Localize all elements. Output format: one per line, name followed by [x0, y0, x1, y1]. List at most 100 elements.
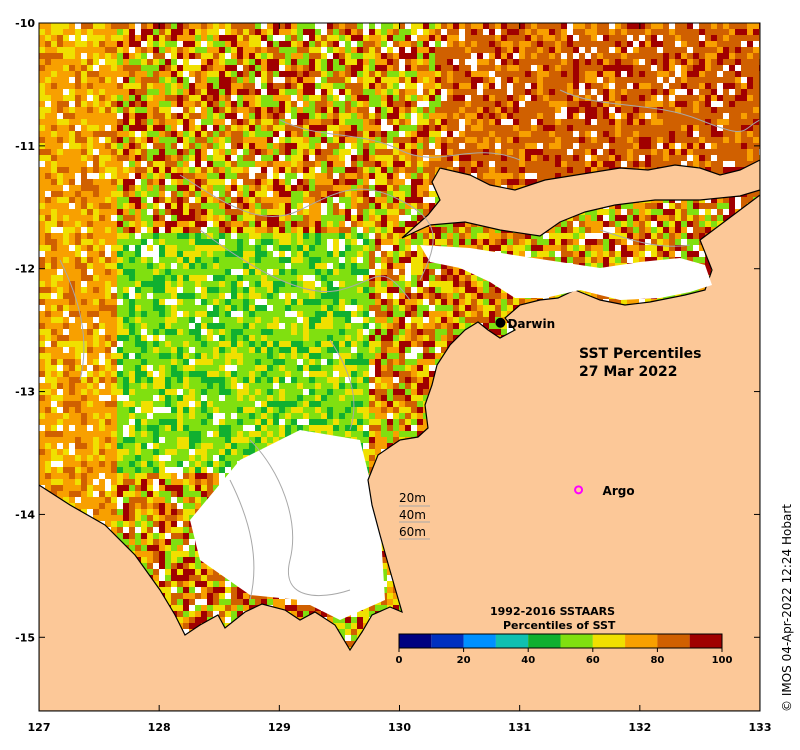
sst-cell: [243, 221, 249, 227]
sst-cell: [201, 257, 207, 263]
sst-cell: [447, 149, 453, 155]
sst-cell: [81, 179, 87, 185]
sst-cell: [57, 143, 63, 149]
sst-cell: [735, 143, 741, 149]
sst-cell: [147, 47, 153, 53]
sst-cell: [117, 275, 123, 281]
sst-cell: [279, 257, 285, 263]
sst-cell: [591, 215, 597, 221]
sst-cell: [243, 173, 249, 179]
sst-cell: [711, 23, 717, 29]
sst-cell: [297, 161, 303, 167]
sst-cell: [639, 203, 645, 209]
sst-cell: [705, 107, 711, 113]
sst-cell: [231, 35, 237, 41]
sst-cell: [237, 137, 243, 143]
sst-cell: [399, 41, 405, 47]
sst-cell: [315, 107, 321, 113]
sst-cell: [105, 143, 111, 149]
sst-cell: [39, 209, 45, 215]
sst-cell: [633, 125, 639, 131]
sst-cell: [99, 29, 105, 35]
sst-cell: [117, 47, 123, 53]
sst-cell: [345, 203, 351, 209]
sst-cell: [711, 65, 717, 71]
sst-cell: [525, 131, 531, 137]
sst-cell: [561, 143, 567, 149]
sst-cell: [393, 107, 399, 113]
sst-cell: [441, 161, 447, 167]
sst-cell: [603, 65, 609, 71]
sst-cell: [591, 257, 597, 263]
sst-cell: [375, 95, 381, 101]
sst-cell: [447, 107, 453, 113]
sst-cell: [219, 161, 225, 167]
sst-cell: [579, 245, 585, 251]
sst-cell: [333, 227, 339, 233]
sst-cell: [105, 29, 111, 35]
sst-cell: [633, 155, 639, 161]
sst-cell: [609, 125, 615, 131]
sst-cell: [279, 161, 285, 167]
sst-cell: [189, 149, 195, 155]
sst-cell: [699, 113, 705, 119]
sst-cell: [435, 143, 441, 149]
sst-cell: [39, 89, 45, 95]
sst-cell: [681, 71, 687, 77]
sst-cell: [615, 107, 621, 113]
sst-cell: [315, 191, 321, 197]
sst-cell: [93, 89, 99, 95]
sst-cell: [735, 149, 741, 155]
sst-cell: [267, 185, 273, 191]
sst-cell: [591, 125, 597, 131]
sst-cell: [315, 215, 321, 221]
sst-cell: [231, 257, 237, 263]
sst-cell: [177, 161, 183, 167]
sst-cell: [375, 215, 381, 221]
sst-cell: [675, 221, 681, 227]
sst-cell: [63, 71, 69, 77]
sst-cell: [603, 47, 609, 53]
sst-cell: [537, 119, 543, 125]
sst-cell: [327, 257, 333, 263]
sst-cell: [387, 77, 393, 83]
sst-cell: [123, 239, 129, 245]
sst-cell: [513, 95, 519, 101]
sst-cell: [645, 107, 651, 113]
sst-cell: [387, 251, 393, 257]
sst-cell: [669, 221, 675, 227]
sst-cell: [729, 101, 735, 107]
sst-cell: [111, 257, 117, 263]
sst-cell: [495, 179, 501, 185]
sst-cell: [495, 161, 501, 167]
sst-cell: [255, 53, 261, 59]
sst-cell: [261, 29, 267, 35]
sst-cell: [657, 155, 663, 161]
sst-cell: [81, 41, 87, 47]
sst-cell: [705, 167, 711, 173]
sst-cell: [345, 77, 351, 83]
sst-cell: [39, 65, 45, 71]
sst-cell: [105, 65, 111, 71]
sst-cell: [399, 77, 405, 83]
sst-cell: [405, 83, 411, 89]
sst-cell: [435, 59, 441, 65]
sst-cell: [219, 143, 225, 149]
sst-cell: [315, 275, 321, 281]
sst-cell: [243, 83, 249, 89]
sst-cell: [609, 77, 615, 83]
sst-cell: [561, 155, 567, 161]
sst-cell: [399, 203, 405, 209]
sst-cell: [717, 65, 723, 71]
sst-cell: [75, 155, 81, 161]
sst-cell: [177, 77, 183, 83]
sst-cell: [309, 107, 315, 113]
sst-cell: [93, 245, 99, 251]
sst-cell: [741, 137, 747, 143]
sst-cell: [417, 233, 423, 239]
sst-cell: [591, 149, 597, 155]
sst-cell: [393, 209, 399, 215]
sst-cell: [165, 47, 171, 53]
sst-cell: [135, 167, 141, 173]
sst-cell: [159, 155, 165, 161]
